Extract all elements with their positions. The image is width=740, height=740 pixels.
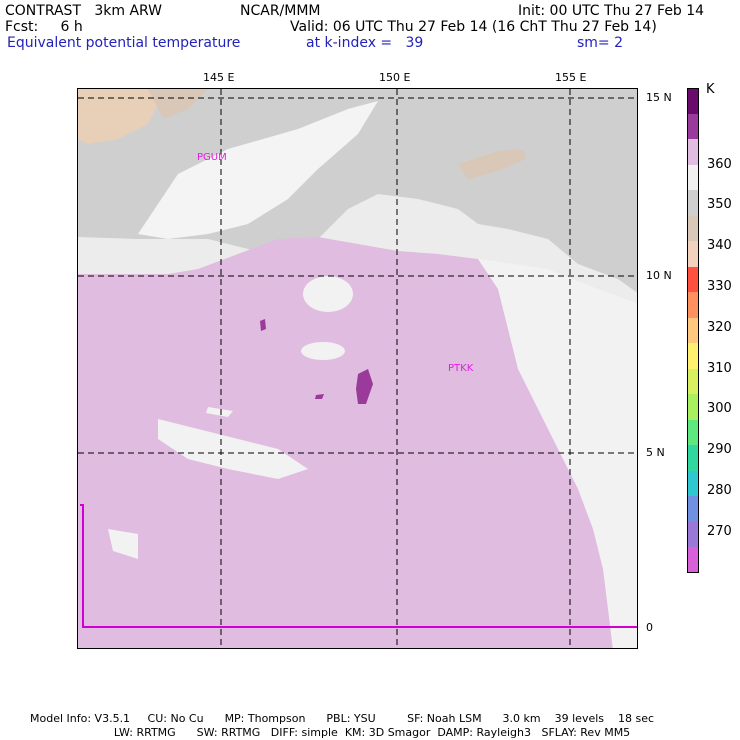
lat-label-15n: 15 N	[646, 91, 672, 104]
colorbar-swatch	[687, 215, 699, 241]
colorbar-swatch	[687, 470, 699, 496]
lon-label-155e: 155 E	[555, 71, 587, 84]
graticule	[78, 89, 637, 648]
colorbar-label: 280	[707, 482, 732, 498]
k-index-label: at k-index = 39	[306, 35, 424, 51]
colorbar-swatch	[687, 164, 699, 190]
model-title: CONTRAST 3km ARW	[5, 3, 163, 19]
colorbar-swatch	[687, 292, 699, 318]
model-info-line2: LW: RRTMG SW: RRTMG DIFF: simple KM: 3D …	[30, 726, 631, 739]
lat-label-5n: 5 N	[646, 446, 665, 459]
tan-patch-nw	[78, 89, 158, 144]
colorbar-swatch	[687, 139, 699, 165]
white-hole-sw	[108, 529, 138, 559]
theta-e-map	[78, 89, 637, 648]
model-info-line1: Model Info: V3.5.1 CU: No Cu MP: Thompso…	[30, 712, 655, 725]
valid-time: Valid: 06 UTC Thu 27 Feb 14 (16 ChT Thu …	[290, 19, 657, 35]
white-hole-1	[303, 276, 353, 312]
forecast-hour: Fcst: 6 h	[5, 19, 83, 35]
pink-region-main	[78, 237, 613, 648]
colorbar-label: 290	[707, 442, 732, 458]
smoothing-label: sm= 2	[577, 35, 624, 51]
field-name: Equivalent potential temperature	[7, 35, 241, 51]
lon-label-150e: 150 E	[379, 71, 411, 84]
white-hole-2	[301, 342, 345, 360]
colorbar-label: 340	[707, 238, 732, 254]
init-time: Init: 00 UTC Thu 27 Feb 14	[518, 3, 705, 19]
colorbar-label: 300	[707, 401, 732, 417]
colorbar-swatch	[687, 445, 699, 471]
colorbar-swatch	[687, 266, 699, 292]
map-panel: PGUM PTKK	[77, 88, 638, 649]
colorbar-label: 320	[707, 319, 732, 335]
colorbar-label: 310	[707, 360, 732, 376]
colorbar-unit: K	[706, 82, 715, 97]
white-streak-west	[158, 419, 308, 479]
colorbar-swatch	[687, 241, 699, 267]
tan-patch-east	[458, 149, 526, 179]
colorbar-swatch	[687, 496, 699, 522]
colorbar-swatch	[687, 368, 699, 394]
colorbar-swatch	[687, 394, 699, 420]
colorbar-swatch	[687, 190, 699, 216]
white-band-north	[138, 101, 378, 239]
colorbar-swatch	[687, 88, 699, 114]
magenta-blob-1	[356, 369, 373, 404]
colorbar-swatch	[687, 547, 699, 573]
colorbar	[687, 88, 699, 573]
lat-label-10n: 10 N	[646, 269, 672, 282]
domain-boundary	[80, 504, 637, 628]
magenta-blob-3	[315, 394, 324, 399]
colorbar-label: 330	[707, 278, 732, 294]
station-ptkk: PTKK	[448, 363, 474, 374]
station-pgum: PGUM	[197, 152, 227, 163]
colorbar-swatch	[687, 521, 699, 547]
colorbar-swatch	[687, 419, 699, 445]
grey-band-north	[78, 89, 637, 293]
lat-label-0: 0	[646, 621, 653, 634]
tan-patch-north	[148, 89, 208, 119]
colorbar-swatch	[687, 343, 699, 369]
colorbar-swatch	[687, 317, 699, 343]
lon-label-145e: 145 E	[203, 71, 235, 84]
white-speck	[206, 407, 233, 417]
colorbar-label: 360	[707, 156, 732, 172]
magenta-blob-2	[260, 319, 266, 331]
colorbar-label: 270	[707, 523, 732, 539]
colorbar-label: 350	[707, 197, 732, 213]
colorbar-swatch	[687, 113, 699, 139]
center-label: NCAR/MMM	[240, 3, 321, 19]
